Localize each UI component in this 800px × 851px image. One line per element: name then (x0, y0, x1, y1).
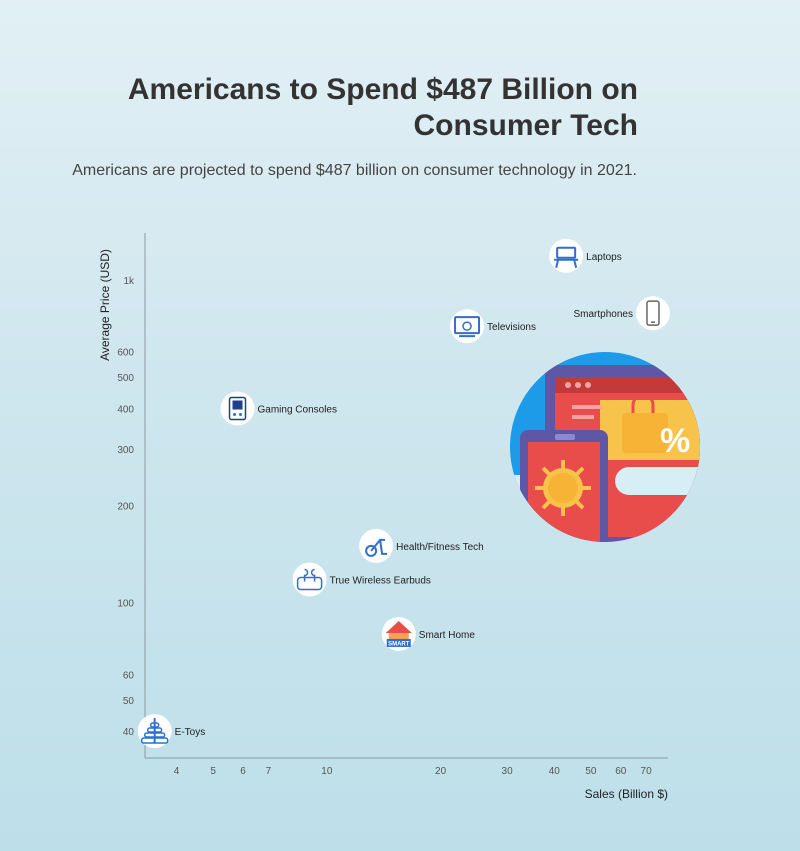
y-tick-label: 40 (123, 727, 135, 738)
y-tick-label: 500 (117, 373, 134, 384)
data-point: Laptops (549, 238, 622, 273)
consumer-tech-illustration: % (510, 352, 700, 542)
y-tick-label: 50 (123, 696, 135, 707)
television-icon (454, 316, 481, 338)
point-label: E-Toys (175, 727, 206, 738)
data-points: Laptops Smartphones Televisions Gaming Cons… (137, 238, 670, 749)
x-tick-label: 4 (174, 766, 180, 777)
point-marker (292, 562, 327, 597)
x-tick-label: 40 (549, 766, 561, 777)
x-axis-title: Sales (Billion $) (585, 787, 668, 801)
x-tick-label: 10 (321, 766, 333, 777)
x-tick-label: 20 (435, 766, 447, 777)
point-label: True Wireless Earbuds (330, 576, 431, 587)
svg-text:SMART: SMART (388, 641, 410, 647)
data-point: True Wireless Earbuds (292, 562, 431, 597)
smartphone-icon (646, 300, 660, 326)
point-label: Laptops (586, 252, 622, 263)
chart-title: Americans to Spend $487 Billion on Consu… (78, 72, 638, 144)
x-tick-labels: 4 5 6 7 10 20 30 40 50 60 70 (174, 766, 652, 777)
exercise-bike-icon (365, 538, 388, 557)
point-marker (635, 296, 670, 331)
point-label: Gaming Consoles (258, 404, 337, 415)
x-tick-label: 6 (240, 766, 246, 777)
svg-text:%: % (660, 422, 690, 460)
data-point: Gaming Consoles (220, 391, 337, 426)
data-point: SMART Smart Home (381, 616, 476, 651)
x-tick-label: 7 (266, 766, 272, 777)
y-tick-label: 100 (117, 599, 134, 610)
y-tick-labels: 40 50 60 100 200 300 400 500 600 1k (117, 276, 135, 738)
chart-subtitle: Americans are projected to spend $487 bi… (72, 162, 637, 179)
y-tick-label: 300 (117, 445, 134, 456)
title-line-1: Americans to Spend $487 Billion on (127, 73, 638, 106)
smart-home-icon: SMART (385, 620, 412, 647)
earbuds-icon (296, 568, 323, 591)
gaming-console-icon (228, 396, 247, 421)
stacking-toy-icon (140, 718, 169, 744)
y-tick-label: 200 (117, 502, 134, 513)
y-axis-title: Average Price (USD) (98, 249, 112, 361)
x-tick-label: 60 (615, 766, 627, 777)
data-point: Health/Fitness Tech (359, 528, 484, 563)
point-label: Health/Fitness Tech (396, 542, 484, 553)
x-tick-label: 5 (210, 766, 216, 777)
x-tick-label: 30 (502, 766, 514, 777)
point-label: Smartphones (573, 309, 632, 320)
title-line-2: Consumer Tech (413, 109, 639, 142)
x-tick-label: 70 (641, 766, 653, 777)
data-point: Televisions (450, 309, 536, 344)
point-marker (549, 238, 584, 273)
laptop-desk-icon (554, 246, 579, 269)
point-label: Televisions (487, 322, 536, 333)
y-tick-label: 60 (123, 670, 135, 681)
x-tick-label: 50 (585, 766, 597, 777)
y-tick-label: 400 (117, 404, 134, 415)
data-point: E-Toys (137, 714, 206, 749)
point-label: Smart Home (419, 630, 476, 641)
y-tick-label: 1k (123, 276, 135, 287)
data-point: Smartphones (573, 296, 670, 331)
y-tick-label: 600 (117, 348, 134, 359)
